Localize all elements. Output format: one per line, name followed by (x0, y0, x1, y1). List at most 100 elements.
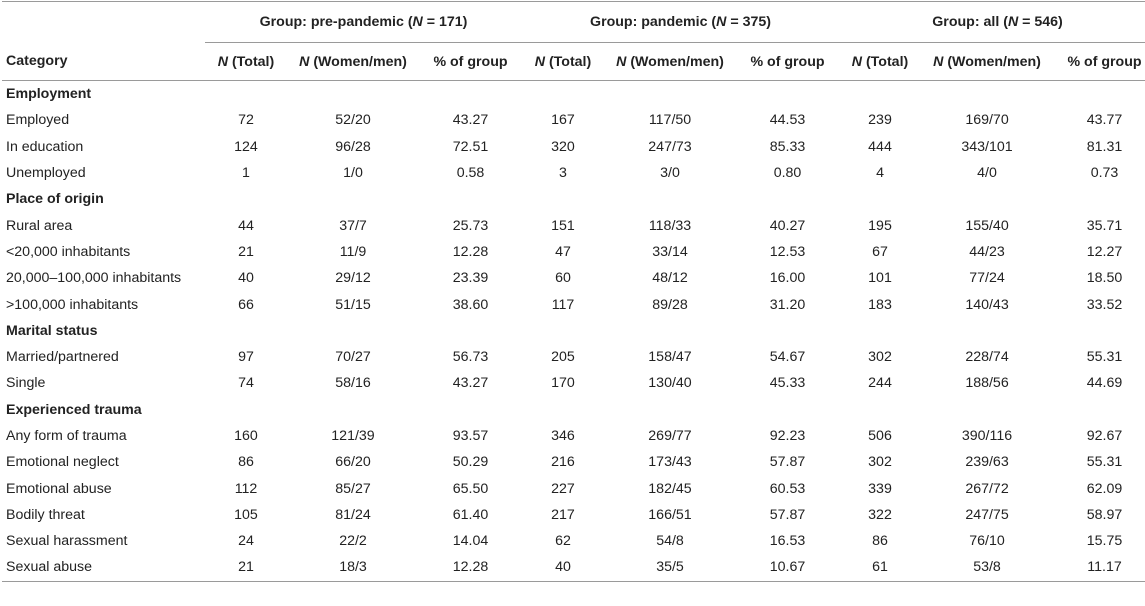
table-cell: 35/5 (604, 554, 736, 582)
section-header-row: Place of origin (2, 186, 1145, 212)
table-cell: 55.31 (1086, 454, 1123, 471)
table-cell: 37/7 (339, 217, 367, 234)
column-header-n-total: N (Total) (205, 42, 287, 81)
table-row: Sexual abuse 21 18/3 12.28 40 35/5 10.67 61 53/8… (2, 554, 1145, 582)
row-label: Emotional abuse (6, 480, 112, 497)
section-title: Experienced trauma (6, 401, 142, 418)
table-cell: 0.73 (1090, 165, 1119, 182)
table-cell: 183 (868, 296, 892, 313)
table-cell: 43.27 (452, 112, 489, 129)
table-cell: 173/43 (648, 454, 692, 471)
table-cell: 24 (238, 533, 254, 550)
table-cell: 62.09 (1086, 480, 1123, 497)
column-header-n-total: N (Total) (522, 42, 604, 81)
table-cell: 0.58 (456, 165, 485, 182)
table-cell: 155/40 (965, 217, 1009, 234)
section-header-row: Employment (2, 81, 1145, 108)
table-cell: 38.60 (452, 296, 489, 313)
row-label: Married/partnered (6, 349, 119, 366)
table-cell: 11.17 (1053, 554, 1145, 582)
table-cell: 3/0 (660, 165, 680, 182)
table-cell: 217 (551, 506, 575, 523)
section-title: Place of origin (6, 191, 104, 208)
table-cell: 118/33 (648, 217, 692, 234)
table-cell: 239 (868, 112, 892, 129)
table-cell: 67 (872, 243, 888, 260)
table-cell: 247/75 (965, 506, 1009, 523)
table-cell: 444 (868, 138, 892, 155)
table-cell: 167 (551, 112, 575, 129)
table-cell: 43.27 (452, 375, 489, 392)
section-header-row: Marital status (2, 318, 1145, 344)
table-cell: 57.87 (769, 454, 806, 471)
table-cell: 35.71 (1086, 217, 1123, 234)
table-cell: 1 (242, 165, 250, 182)
table-cell: 151 (551, 217, 575, 234)
table-cell: 390/116 (961, 428, 1013, 444)
table-cell: 247/73 (648, 138, 692, 155)
table-cell: 45.33 (769, 375, 806, 392)
table-cell: 22/2 (339, 533, 367, 550)
column-header-pct-of-group: % of group (736, 42, 840, 81)
table-row: Bodily threat 105 81/24 61.40 217 166/51 57.87… (2, 502, 1145, 528)
table-cell: 86 (238, 454, 254, 471)
table-cell: 58/16 (335, 375, 371, 392)
table-cell: 89/28 (652, 296, 688, 313)
table-cell: 50.29 (452, 454, 489, 471)
table-row: Unemployed 1 1/0 0.58 3 3/0 0.80 4 4/0 0.73 (2, 160, 1145, 186)
table-cell: 12.53 (769, 243, 806, 260)
table-cell: 101 (868, 270, 892, 287)
column-header-pct-of-group: % of group (419, 42, 522, 81)
table-cell: 130/40 (648, 375, 692, 392)
table-cell: 47 (555, 243, 571, 260)
row-label: Single (6, 375, 46, 392)
table-cell: 506 (868, 428, 892, 444)
table-cell: 0.80 (773, 165, 802, 182)
group-header-spacer (2, 1, 205, 43)
table-cell: 70/27 (335, 349, 371, 366)
table-cell: 29/12 (335, 270, 371, 287)
table-row: Emotional neglect 86 66/20 50.29 216 173/43 57… (2, 449, 1145, 475)
column-header-n-women-men: N (Women/men) (921, 42, 1054, 81)
table-cell: 51/15 (335, 296, 371, 313)
table-cell: 61 (839, 554, 922, 582)
table-cell: 339 (868, 480, 892, 497)
table-cell: 85/27 (335, 480, 371, 497)
table-cell: 170 (551, 375, 575, 392)
table-cell: 66/20 (335, 454, 371, 471)
table-cell: 1/0 (343, 165, 363, 182)
column-header-n-women-men: N (Women/men) (287, 42, 419, 81)
table-cell: 188/56 (965, 375, 1009, 392)
table-cell: 33.52 (1086, 296, 1123, 313)
section-title: Marital status (6, 322, 98, 339)
table-cell: 40 (522, 554, 604, 582)
table-cell: 269/77 (648, 428, 692, 444)
table-cell: 322 (868, 506, 892, 523)
table-cell: 121/39 (331, 428, 375, 444)
table-cell: 74 (238, 375, 254, 392)
table-cell: 16.53 (769, 533, 806, 550)
table-cell: 31.20 (769, 296, 806, 313)
table-cell: 65.50 (452, 480, 489, 497)
group-header-all: Group: all (N = 546) (839, 1, 1145, 43)
table-cell: 53/8 (921, 554, 1054, 582)
table-cell: 81.31 (1086, 138, 1123, 155)
table-cell: 105 (234, 506, 258, 523)
table-cell: 44/23 (969, 243, 1005, 260)
table-cell: 12.28 (419, 554, 522, 582)
table-cell: 62 (555, 533, 571, 550)
table-cell: 85.33 (769, 138, 806, 155)
table-cell: 48/12 (652, 270, 688, 287)
table-cell: 11/9 (339, 243, 367, 260)
group-header-pandemic: Group: pandemic (N = 375) (522, 1, 840, 43)
table-cell: 195 (868, 217, 892, 234)
column-header-n-women-men: N (Women/men) (604, 42, 736, 81)
table-cell: 4/0 (977, 165, 997, 182)
table-cell: 25.73 (452, 217, 489, 234)
table-cell: 44 (238, 217, 254, 234)
table-cell: 61.40 (452, 506, 489, 523)
table-cell: 12.27 (1086, 243, 1123, 260)
group-header-pre-pandemic: Group: pre-pandemic (N = 171) (205, 1, 522, 43)
table-cell: 76/10 (969, 533, 1005, 550)
table-cell: 158/47 (648, 349, 692, 366)
